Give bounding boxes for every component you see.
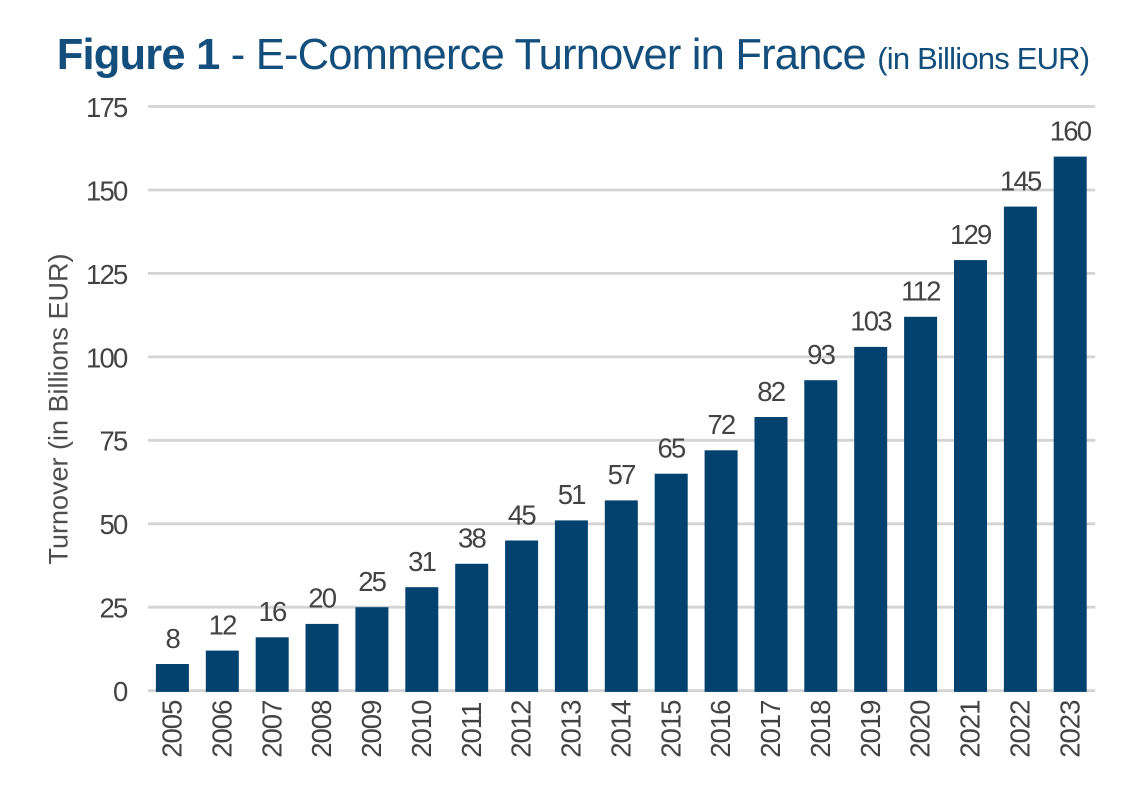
svg-text:112: 112	[901, 276, 940, 307]
svg-text:2007: 2007	[256, 701, 287, 758]
svg-text:2021: 2021	[955, 701, 986, 758]
svg-text:8: 8	[165, 623, 180, 654]
svg-text:103: 103	[850, 306, 892, 337]
svg-text:145: 145	[1000, 165, 1042, 196]
svg-text:65: 65	[658, 433, 686, 464]
svg-text:50: 50	[100, 509, 128, 540]
svg-text:38: 38	[458, 523, 486, 554]
svg-text:57: 57	[608, 459, 635, 490]
svg-text:175: 175	[86, 92, 128, 123]
svg-text:72: 72	[707, 409, 734, 440]
svg-text:20: 20	[308, 583, 336, 614]
svg-text:12: 12	[209, 609, 236, 640]
svg-text:2010: 2010	[406, 700, 437, 758]
svg-text:Figure 1 - E-Commerce Turnover: Figure 1 - E-Commerce Turnover in France…	[57, 31, 1090, 79]
svg-text:2015: 2015	[655, 700, 686, 758]
svg-text:82: 82	[757, 376, 784, 407]
svg-text:2011: 2011	[456, 703, 487, 758]
svg-text:75: 75	[100, 426, 128, 457]
svg-text:2017: 2017	[755, 701, 786, 758]
svg-text:0: 0	[113, 676, 128, 707]
svg-text:45: 45	[508, 499, 536, 530]
svg-text:Turnover (in Billions EUR): Turnover (in Billions EUR)	[44, 253, 74, 564]
svg-text:2012: 2012	[506, 701, 537, 758]
svg-text:51: 51	[558, 479, 585, 510]
svg-text:25: 25	[358, 566, 386, 597]
svg-text:100: 100	[86, 342, 128, 373]
svg-text:31: 31	[408, 546, 435, 577]
svg-text:2022: 2022	[1005, 701, 1036, 758]
svg-text:150: 150	[86, 175, 128, 206]
svg-text:2009: 2009	[356, 701, 387, 758]
svg-text:2019: 2019	[855, 701, 886, 758]
svg-text:2008: 2008	[306, 700, 337, 758]
svg-text:2013: 2013	[556, 700, 587, 758]
svg-text:25: 25	[100, 593, 128, 624]
svg-text:125: 125	[86, 259, 128, 290]
svg-text:2016: 2016	[705, 700, 736, 758]
svg-text:2020: 2020	[905, 700, 936, 758]
svg-text:16: 16	[259, 596, 287, 627]
svg-text:93: 93	[807, 339, 835, 370]
svg-text:2014: 2014	[605, 700, 636, 758]
svg-text:2018: 2018	[805, 700, 836, 758]
svg-text:2006: 2006	[206, 700, 237, 758]
svg-text:2005: 2005	[157, 700, 188, 758]
svg-text:2023: 2023	[1054, 700, 1085, 758]
svg-text:129: 129	[950, 219, 991, 250]
svg-text:160: 160	[1050, 115, 1092, 146]
